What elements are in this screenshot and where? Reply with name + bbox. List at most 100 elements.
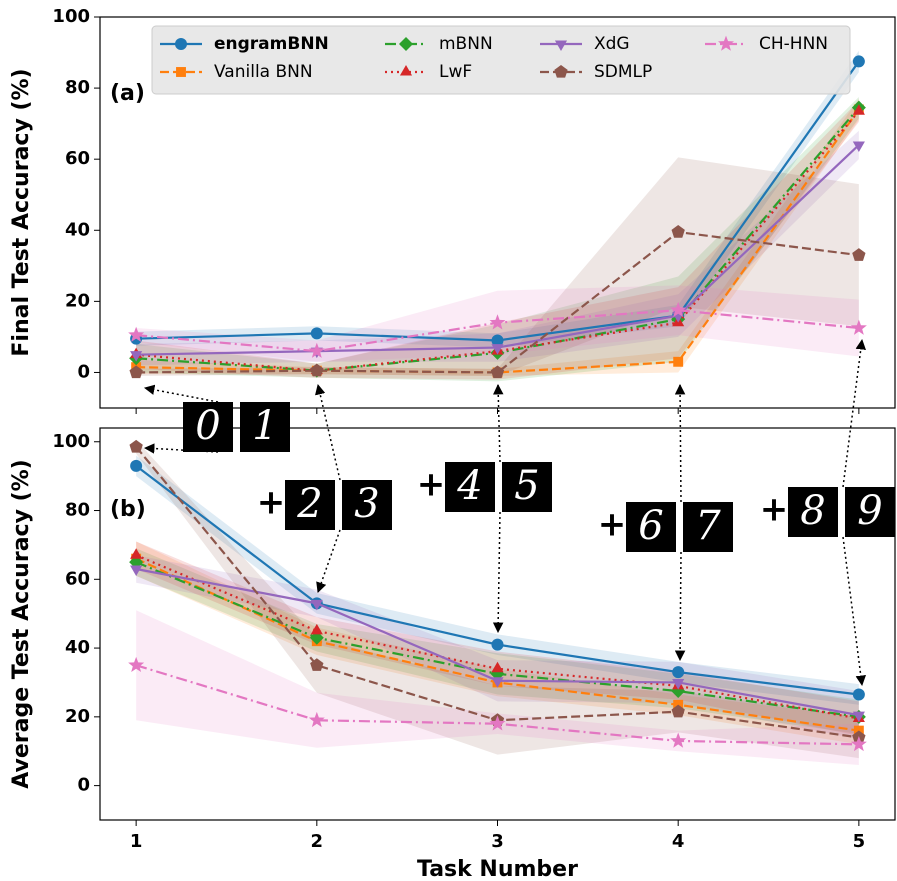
series-line [136,110,860,372]
plus-sign: + [257,483,286,523]
x-axis-label: Task Number [417,857,578,881]
digit-image [788,487,838,537]
marker [852,248,866,261]
marker [130,351,143,362]
marker [491,344,504,355]
arrow [143,443,219,454]
plus-sign: + [760,490,789,530]
plus-sign: + [417,465,446,505]
series-line [136,108,860,374]
digit: 8 [800,488,825,534]
marker [672,666,685,679]
std-band [136,610,859,765]
y-tick-label: 20 [65,290,90,311]
digit: 3 [354,481,379,527]
marker [130,565,143,576]
y-tick-label: 100 [52,431,90,452]
digit-image [683,502,733,552]
y-tick-label: 80 [65,500,90,521]
series-line [135,664,859,746]
legend-marker [718,35,734,51]
marker [852,688,865,701]
marker [310,363,324,377]
marker [491,638,504,651]
legend-label: CH-HNN [759,34,828,54]
marker [852,104,865,115]
digit: 1 [252,403,277,449]
marker [310,599,323,611]
arrow [674,383,686,503]
x-tick-label: 1 [130,831,143,852]
digit-image [445,462,495,512]
plot-frame [99,16,896,409]
legend-label: mBNN [439,34,493,54]
marker [490,365,505,379]
y-tick-label: 60 [65,568,90,589]
digit: 6 [638,503,663,549]
y-tick-label: 100 [52,6,90,27]
marker [489,314,506,330]
arrow [316,529,341,593]
marker [672,678,685,690]
x-tick-label: 5 [853,831,866,852]
y-tick-label: 40 [65,637,90,658]
y-tick-label: 0 [77,361,90,382]
digit-image [502,462,552,512]
legend-marker [175,38,187,50]
marker [128,656,145,673]
marker [852,55,865,68]
panel-label: (a) [110,81,145,106]
digit: 2 [296,481,322,527]
marker [850,319,867,335]
marker [850,735,867,752]
digit: 0 [195,403,220,449]
marker [310,327,323,340]
std-band [136,440,859,759]
legend-label: SDMLP [594,62,652,82]
y-tick-label: 20 [65,706,90,727]
marker [670,732,687,748]
panel-label: (b) [110,497,146,522]
legend-marker [176,67,186,77]
arrow [143,384,219,403]
digit-image [183,402,233,452]
x-tick-label: 3 [491,831,504,852]
x-tick-label: 4 [672,831,685,852]
y-tick-label: 80 [65,77,90,98]
digit: 4 [456,463,482,509]
legend-box [151,25,851,95]
marker [491,661,504,673]
marker [491,677,504,688]
digit-image [626,502,676,552]
legend-label: XdG [594,34,630,54]
arrow [315,383,341,481]
marker [671,704,685,718]
marker [308,711,325,728]
legend-label: LwF [439,62,472,82]
y-tick-label: 40 [65,219,90,240]
arrow [492,511,504,634]
series-line [136,230,860,374]
y-tick-label: 0 [77,775,90,796]
marker [671,225,685,238]
digit-image [342,480,392,530]
marker [670,301,687,318]
legend-marker [399,65,413,76]
std-band [136,541,859,745]
y-axis-label: Final Test Accuracy (%) [9,68,34,356]
marker [128,326,145,342]
marker [308,342,325,358]
x-tick-label: 2 [311,831,324,852]
plus-sign: + [598,505,627,545]
legend-marker [554,65,568,78]
marker [130,459,143,472]
y-tick-label: 60 [65,148,90,169]
marker [310,623,323,635]
arrow [842,536,867,687]
legend-marker [399,37,413,51]
legend-label: Vanilla BNN [214,62,313,82]
std-band [136,455,859,705]
digit-image [285,480,335,530]
std-band [136,157,859,377]
marker [129,365,143,379]
